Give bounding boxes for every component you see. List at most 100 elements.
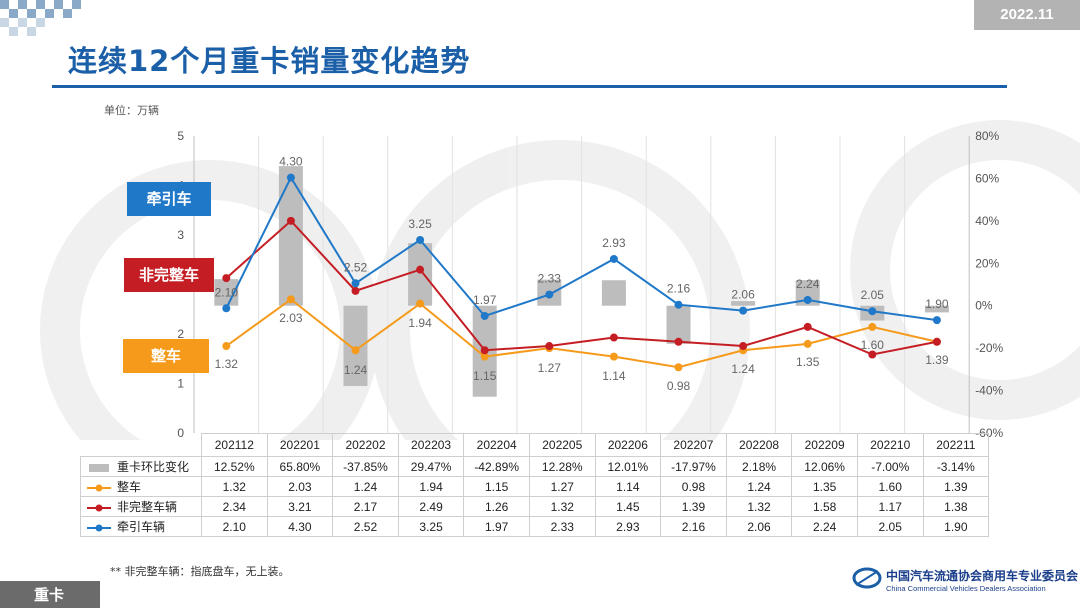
- legend-swatch-icon: [87, 484, 111, 492]
- legend-swatch-icon: [89, 463, 109, 472]
- bar-mom-change: [924, 305, 949, 313]
- point-incomplete: [868, 350, 877, 359]
- chart: 0122345 -60%-40%-20%0%20%40%60%80% 2.104…: [40, 120, 1080, 440]
- point-incomplete: [545, 342, 554, 351]
- bar-mom-change: [343, 305, 368, 387]
- table-header-cell: 202201: [266, 433, 334, 457]
- org-name-cn: 中国汽车流通协会商用车专业委员会: [886, 569, 1079, 583]
- label-complete: 1.39: [925, 353, 949, 367]
- org-logo-icon: [852, 567, 882, 589]
- table-series-label: 整车: [80, 476, 202, 497]
- table-cell: 1.17: [856, 496, 924, 517]
- bar-mom-change: [408, 243, 433, 306]
- point-tractor: [739, 306, 748, 315]
- label-tractor: 1.90: [925, 297, 949, 311]
- table-cell: 2.33: [528, 516, 596, 537]
- table-cell: 1.32: [528, 496, 596, 517]
- table-cell: 0.98: [660, 476, 727, 497]
- table-cell: 2.49: [397, 496, 465, 517]
- point-tractor: [222, 304, 231, 313]
- label-tractor: 2.52: [344, 260, 368, 274]
- checker-square: [18, 0, 27, 9]
- label-complete: 1.27: [538, 361, 562, 375]
- footer-bar: [0, 581, 100, 608]
- label-tractor: 2.16: [667, 282, 691, 296]
- bar-mom-change: [601, 280, 626, 306]
- label-tractor: 2.05: [861, 288, 885, 302]
- point-complete: [222, 342, 231, 351]
- table-row: 牵引车辆 2.10 4.30 2.52 3.25 1.97 2.33 2.93 2.16 2.06…: [80, 516, 990, 537]
- checker-square: [27, 27, 36, 36]
- data-table: 202112 202201 202202 202203 202204 202205 2022…: [80, 433, 990, 537]
- table-cell: 1.15: [463, 476, 530, 497]
- table-cell: 2.24: [791, 516, 858, 537]
- point-tractor: [674, 300, 683, 309]
- table-series-label: 牵引车辆: [80, 516, 202, 537]
- tag-complete: 整车: [123, 339, 209, 373]
- point-tractor: [416, 235, 425, 244]
- label-complete: 1.94: [408, 316, 432, 330]
- table-cell: 1.97: [463, 516, 530, 537]
- table-header-cell: 202203: [397, 433, 465, 457]
- checker-square: [63, 9, 72, 18]
- point-tractor: [286, 173, 295, 182]
- table-cell: 12.06%: [791, 456, 858, 477]
- point-complete: [286, 295, 295, 304]
- series-name: 整车: [117, 480, 142, 494]
- title-divider: [52, 85, 1007, 88]
- table-cell: -17.97%: [660, 456, 727, 477]
- point-complete: [480, 352, 489, 361]
- table-cell: 12.01%: [594, 456, 662, 477]
- checker-square: [0, 18, 9, 27]
- point-tractor: [803, 295, 812, 304]
- table-cell: 1.27: [528, 476, 596, 497]
- table-header-cell: 202202: [332, 433, 399, 457]
- table-cell: 12.52%: [201, 456, 268, 477]
- label-complete: 1.32: [215, 357, 239, 371]
- table-cell: 3.25: [397, 516, 465, 537]
- right-tick-label: 0%: [975, 299, 993, 313]
- label-complete: 1.24: [344, 363, 368, 377]
- table-row: 重卡环比变化 12.52% 65.80% -37.85% 29.47% -42.89% 12…: [80, 456, 990, 477]
- table-cell: 2.93: [594, 516, 662, 537]
- tag-tractor: 牵引车: [127, 182, 211, 216]
- table-cell: -37.85%: [332, 456, 399, 477]
- point-tractor: [868, 307, 877, 316]
- table-cell: 29.47%: [397, 456, 465, 477]
- bar-mom-change: [731, 301, 756, 306]
- table-cell: 1.39: [660, 496, 727, 517]
- point-complete: [803, 339, 812, 348]
- page-title: 连续12个月重卡销量变化趋势: [68, 44, 471, 78]
- label-tractor: 2.33: [538, 272, 562, 286]
- table-cell: 1.35: [791, 476, 858, 497]
- series-name: 非完整车辆: [117, 500, 178, 514]
- label-complete: 2.03: [279, 311, 303, 325]
- footer-section-label: 重卡: [34, 586, 65, 604]
- table-header-cell: 202207: [660, 433, 727, 457]
- table-cell: 2.16: [660, 516, 727, 537]
- point-tractor: [545, 290, 554, 299]
- label-complete: 1.24: [731, 362, 755, 376]
- table-header-cell: 202208: [725, 433, 793, 457]
- table-corner: [81, 434, 202, 457]
- point-tractor: [609, 254, 618, 263]
- label-complete: 1.14: [602, 369, 626, 383]
- unit-label: 单位：万辆: [104, 104, 159, 117]
- checker-square: [0, 0, 9, 9]
- table-cell: 2.06: [725, 516, 793, 537]
- table-cell: 1.90: [922, 516, 990, 537]
- table-header-cell: 202206: [594, 433, 662, 457]
- table-cell: 3.21: [266, 496, 334, 517]
- table-cell: -42.89%: [463, 456, 530, 477]
- point-incomplete: [674, 337, 683, 346]
- table-cell: 2.05: [856, 516, 924, 537]
- checker-square: [36, 0, 45, 9]
- checker-square: [54, 0, 63, 9]
- label-complete: 1.15: [473, 369, 497, 383]
- table-row: 整车 1.32 2.03 1.24 1.94 1.15 1.27 1.14 0.98 1.24 1.…: [80, 476, 990, 497]
- legend-swatch-icon: [87, 504, 111, 512]
- series-line-incomplete: [225, 219, 938, 356]
- table-cell: 1.60: [856, 476, 924, 497]
- label-tractor: 1.97: [473, 293, 497, 307]
- checker-pattern: [0, 0, 81, 36]
